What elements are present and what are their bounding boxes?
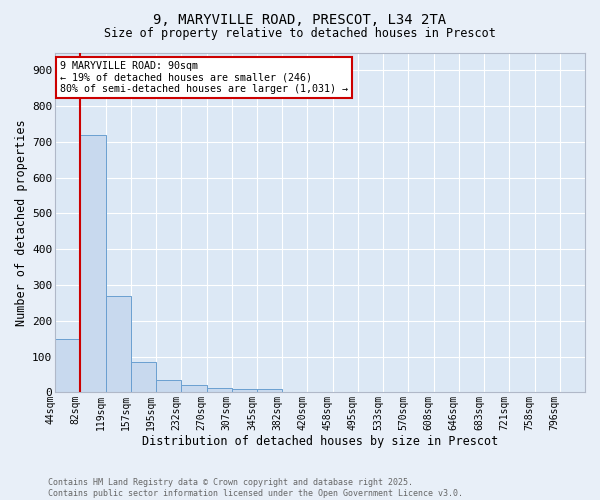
Bar [106,296,131,392]
Bar [232,388,257,392]
Bar [257,390,282,392]
Text: Size of property relative to detached houses in Prescot: Size of property relative to detached ho… [104,28,496,40]
Text: Contains HM Land Registry data © Crown copyright and database right 2025.
Contai: Contains HM Land Registry data © Crown c… [48,478,463,498]
Bar [181,385,206,392]
Bar [80,136,106,392]
Text: 9, MARYVILLE ROAD, PRESCOT, L34 2TA: 9, MARYVILLE ROAD, PRESCOT, L34 2TA [154,12,446,26]
Bar [131,362,156,392]
X-axis label: Distribution of detached houses by size in Prescot: Distribution of detached houses by size … [142,434,498,448]
Text: 9 MARYVILLE ROAD: 90sqm
← 19% of detached houses are smaller (246)
80% of semi-d: 9 MARYVILLE ROAD: 90sqm ← 19% of detache… [61,61,349,94]
Y-axis label: Number of detached properties: Number of detached properties [15,119,28,326]
Bar [206,388,232,392]
Bar [156,380,181,392]
Bar [55,340,80,392]
